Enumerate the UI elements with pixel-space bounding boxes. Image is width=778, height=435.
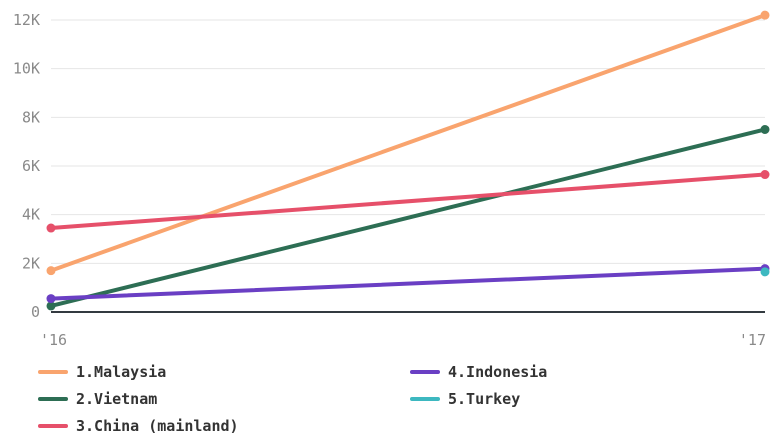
data-point[interactable] <box>760 267 770 277</box>
legend-swatch <box>38 397 68 401</box>
legend-item-malaysia[interactable]: 1.Malaysia <box>38 363 166 381</box>
data-point[interactable] <box>760 170 770 180</box>
data-point[interactable] <box>46 223 56 233</box>
line-chart: 0 2K 4K 6K 8K 10K 12K '16 '17 <box>13 10 770 349</box>
legend-swatch <box>38 370 68 374</box>
series-lines <box>46 10 770 311</box>
y-tick-label: 10K <box>13 60 40 78</box>
x-tick-label: '17 <box>739 331 766 349</box>
legend-label: 3.China (mainland) <box>76 417 239 435</box>
legend-swatch <box>410 397 440 401</box>
legend-swatch <box>410 370 440 374</box>
legend-item-turkey[interactable]: 5.Turkey <box>410 390 520 408</box>
data-point[interactable] <box>46 266 56 276</box>
y-tick-label: 6K <box>22 157 40 175</box>
series-line <box>49 172 767 231</box>
legend-item-indonesia[interactable]: 4.Indonesia <box>410 363 547 381</box>
y-tick-label: 2K <box>22 254 40 272</box>
y-tick-label: 8K <box>22 108 40 126</box>
series-line <box>49 127 767 308</box>
legend-label: 1.Malaysia <box>76 363 167 381</box>
y-tick-label: 0 <box>31 303 40 321</box>
y-tick-label: 4K <box>22 206 40 224</box>
gridlines <box>51 19 765 313</box>
x-axis-ticks: '16 '17 <box>40 331 766 349</box>
legend-item-vietnam[interactable]: 2.Vietnam <box>38 390 157 408</box>
legend: 1.Malaysia 2.Vietnam 3.China (mainland) … <box>0 360 778 435</box>
legend-swatch <box>38 424 68 428</box>
series-line <box>49 266 767 301</box>
data-point[interactable] <box>46 294 56 304</box>
y-tick-label: 12K <box>13 11 40 29</box>
data-point[interactable] <box>760 10 770 20</box>
legend-label: 5.Turkey <box>448 390 521 408</box>
legend-label: 2.Vietnam <box>76 390 158 408</box>
legend-item-china[interactable]: 3.China (mainland) <box>38 417 239 435</box>
y-axis-ticks: 0 2K 4K 6K 8K 10K 12K <box>13 11 40 321</box>
data-point[interactable] <box>760 125 770 134</box>
legend-label: 4.Indonesia <box>448 363 548 381</box>
series-line <box>49 13 767 273</box>
data-point[interactable] <box>46 301 56 311</box>
x-tick-label: '16 <box>40 331 67 349</box>
